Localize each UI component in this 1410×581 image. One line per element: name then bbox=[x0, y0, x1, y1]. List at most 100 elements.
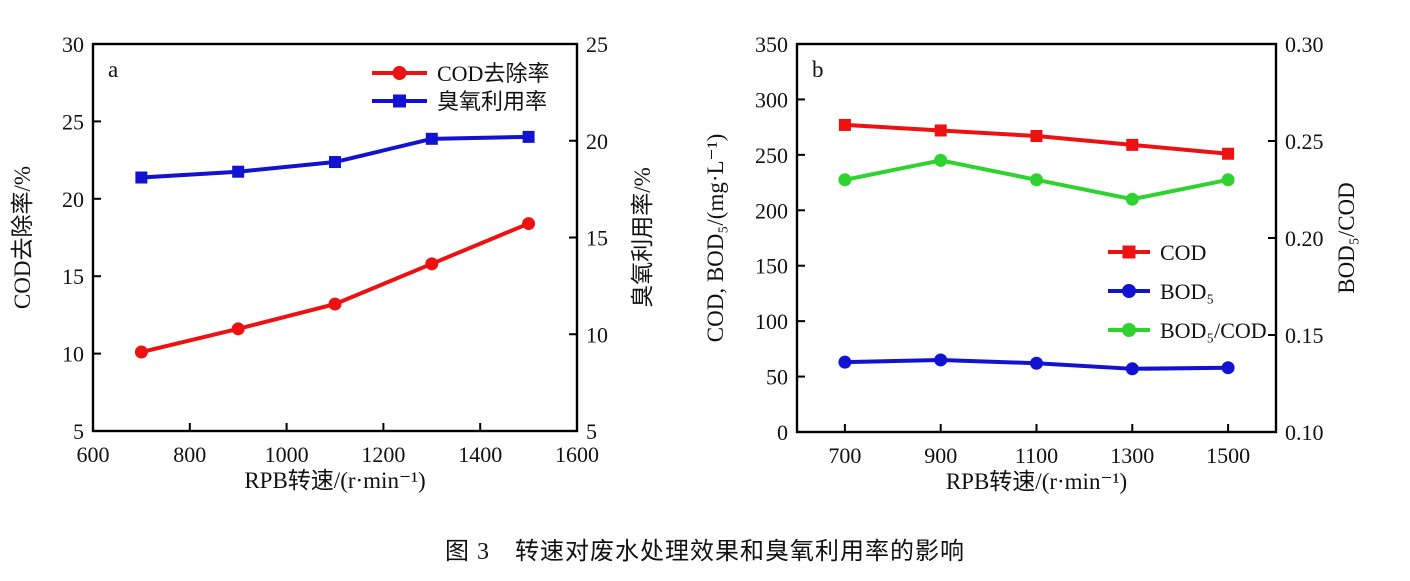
series-b-0 bbox=[838, 118, 1235, 160]
series-a-1 bbox=[135, 130, 535, 184]
circle-marker-icon bbox=[231, 322, 245, 336]
legend-item: 臭氧利用率 bbox=[372, 89, 547, 114]
y-tick-label: 0.15 bbox=[1285, 323, 1324, 348]
y-tick-label: 5 bbox=[586, 419, 597, 444]
square-marker-icon bbox=[135, 171, 148, 184]
x-axis-title: RPB转速/(r·min⁻¹) bbox=[946, 469, 1127, 494]
square-marker-icon bbox=[232, 165, 245, 178]
y-axis-left: 0 50 100 150 200 250 300 350 bbox=[755, 32, 805, 445]
series-line bbox=[139, 221, 531, 355]
legend-item: COD bbox=[1108, 240, 1206, 265]
y-tick-label: 10 bbox=[586, 322, 608, 347]
legend-label: COD bbox=[1160, 240, 1206, 265]
legend-label: BOD₅ bbox=[1160, 279, 1214, 304]
y-tick-label: 25 bbox=[586, 32, 608, 57]
y-axis-left: 5 10 15 20 25 30 bbox=[62, 32, 101, 444]
square-marker-icon bbox=[838, 118, 851, 131]
x-tick-label: 700 bbox=[828, 443, 861, 468]
x-tick-label: 1100 bbox=[1015, 443, 1058, 468]
y-tick-label: 10 bbox=[62, 342, 84, 367]
y-tick-label: 20 bbox=[62, 187, 84, 212]
legend-item: COD去除率 bbox=[372, 61, 549, 86]
y-axis-left-title: COD, BOD₅/(mg·L⁻¹) bbox=[703, 134, 728, 342]
y-tick-label: 20 bbox=[586, 129, 608, 154]
y-tick-label: 0.30 bbox=[1285, 32, 1324, 57]
panel-a: 600 800 1000 1200 1400 1600510152025305101520… bbox=[10, 32, 655, 493]
x-tick-label: 600 bbox=[77, 442, 110, 467]
x-axis-title: RPB转速/(r·min⁻¹) bbox=[244, 468, 425, 493]
square-marker-icon bbox=[393, 94, 406, 108]
circle-marker-icon bbox=[1122, 284, 1136, 298]
legend: COD BOD₅ BOD₅/COD bbox=[1108, 240, 1267, 343]
y-tick-label: 5 bbox=[73, 419, 84, 444]
legend-item: BOD₅ bbox=[1108, 279, 1214, 304]
x-tick-label: 1600 bbox=[555, 442, 599, 467]
x-tick-label: 1400 bbox=[458, 442, 502, 467]
y-tick-label: 350 bbox=[755, 32, 788, 57]
y-tick-label: 15 bbox=[586, 226, 608, 251]
y-tick-label: 300 bbox=[755, 87, 788, 112]
circle-marker-icon bbox=[425, 257, 439, 271]
y-axis-left-title: COD去除率/% bbox=[10, 166, 35, 309]
series-b-2 bbox=[838, 153, 1235, 206]
y-tick-label: 0.10 bbox=[1285, 420, 1324, 445]
y-axis-right: 5 10 15 20 25 bbox=[569, 32, 608, 444]
circle-marker-icon bbox=[1122, 323, 1136, 337]
series-b-1 bbox=[838, 353, 1235, 376]
square-marker-icon bbox=[329, 156, 341, 169]
x-tick-label: 800 bbox=[173, 442, 206, 467]
y-axis-right: 0.10 0.15 0.20 0.25 0.30 bbox=[1268, 32, 1324, 445]
series-a-0 bbox=[134, 217, 536, 359]
y-tick-label: 250 bbox=[755, 143, 788, 168]
circle-marker-icon bbox=[392, 66, 407, 80]
x-axis: 700 900 1100 1300 1500 bbox=[828, 424, 1250, 468]
y-tick-label: 100 bbox=[755, 309, 788, 334]
x-tick-label: 1300 bbox=[1110, 443, 1154, 468]
circle-marker-icon bbox=[134, 345, 148, 359]
square-marker-icon bbox=[425, 132, 438, 145]
circle-marker-icon bbox=[1125, 362, 1139, 376]
circle-marker-icon bbox=[522, 217, 536, 231]
y-tick-label: 0.20 bbox=[1285, 226, 1324, 251]
legend-label: BOD₅/COD bbox=[1160, 318, 1267, 343]
square-marker-icon bbox=[1222, 147, 1235, 160]
y-tick-label: 50 bbox=[766, 365, 788, 390]
circle-marker-icon bbox=[1221, 173, 1235, 187]
y-tick-label: 0.25 bbox=[1285, 129, 1324, 154]
plot-border bbox=[795, 42, 1278, 434]
square-marker-icon bbox=[1126, 138, 1139, 151]
y-tick-label: 15 bbox=[62, 264, 84, 289]
square-marker-icon bbox=[934, 124, 947, 137]
square-marker-icon bbox=[522, 130, 535, 143]
legend-label: 臭氧利用率 bbox=[437, 89, 547, 114]
x-axis: 600 800 1000 1200 1400 1600 bbox=[77, 423, 599, 467]
x-tick-label: 1000 bbox=[265, 442, 309, 467]
circle-marker-icon bbox=[838, 173, 852, 187]
circle-marker-icon bbox=[838, 355, 852, 369]
y-tick-label: 200 bbox=[755, 198, 788, 223]
panel-label: a bbox=[108, 57, 118, 82]
circle-marker-icon bbox=[1030, 356, 1043, 370]
circle-marker-icon bbox=[934, 153, 948, 167]
circle-marker-icon bbox=[934, 353, 948, 367]
y-tick-label: 30 bbox=[62, 32, 84, 57]
y-axis-right-title: BOD₅/COD bbox=[1334, 182, 1359, 294]
legend-item: BOD₅/COD bbox=[1108, 318, 1267, 343]
square-marker-icon bbox=[1122, 245, 1136, 259]
circle-marker-icon bbox=[328, 297, 342, 311]
legend-label: COD去除率 bbox=[437, 61, 549, 86]
panel-b: 700 900 1100 1300 15000501001502002503003500… bbox=[703, 32, 1359, 494]
circle-marker-icon bbox=[1125, 192, 1139, 206]
figure-caption: 图 3 转速对废水处理效果和臭氧利用率的影响 bbox=[445, 539, 965, 565]
x-tick-label: 1200 bbox=[361, 442, 405, 467]
square-marker-icon bbox=[1030, 130, 1043, 143]
x-tick-label: 900 bbox=[924, 443, 957, 468]
y-axis-right-title: 臭氧利用率/% bbox=[630, 167, 655, 308]
y-tick-label: 25 bbox=[62, 109, 84, 134]
y-tick-label: 0 bbox=[777, 420, 788, 445]
panel-label: b bbox=[812, 57, 824, 82]
circle-marker-icon bbox=[1030, 173, 1043, 187]
circle-marker-icon bbox=[1221, 361, 1235, 375]
